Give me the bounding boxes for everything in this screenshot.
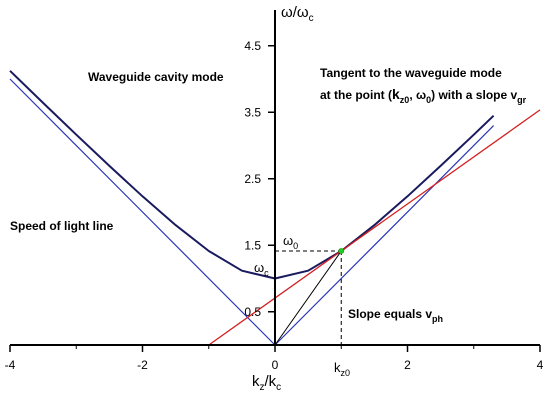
y-tick-label: 2.5	[244, 172, 261, 186]
x-tick-label: 0	[272, 358, 279, 372]
x-tick-label: -2	[137, 358, 148, 372]
y-tick-label: 1.5	[244, 238, 261, 252]
axes-layer	[10, 10, 540, 346]
tangent-line	[208, 109, 541, 346]
ticks-layer: -4 -2 0 2 4 0.5 1.5 2.5 3.5 4.5	[5, 39, 544, 372]
phase-velocity-line	[274, 250, 342, 346]
marks-layer	[275, 248, 345, 345]
tangent-point-marker	[338, 248, 345, 254]
light-line-label: Speed of light line	[10, 219, 114, 233]
x-axis-label: kz/kc	[252, 373, 281, 393]
waveguide-mode-curve	[9, 70, 495, 280]
y-tick-label: 4.5	[244, 39, 261, 53]
x-tick-label: 4	[537, 358, 544, 372]
y-tick-label: 3.5	[244, 105, 261, 119]
kz0-label: kz0	[334, 360, 350, 378]
tangent-label-line2: at the point (kz0, ω0) with a slope vgr	[320, 86, 527, 105]
x-tick-label: -4	[5, 358, 16, 372]
cavity-mode-label: Waveguide cavity mode	[88, 70, 224, 84]
y-axis-label: ω/ωc	[281, 4, 314, 24]
slope-vph-label: Slope equals vph	[348, 307, 443, 324]
omegac-label: ωc	[254, 260, 269, 278]
omega0-label: ω0	[283, 233, 298, 251]
tangent-label-line1: Tangent to the waveguide mode	[320, 66, 502, 80]
y-tick-label: 0.5	[244, 305, 261, 319]
x-tick-label: 2	[404, 358, 411, 372]
